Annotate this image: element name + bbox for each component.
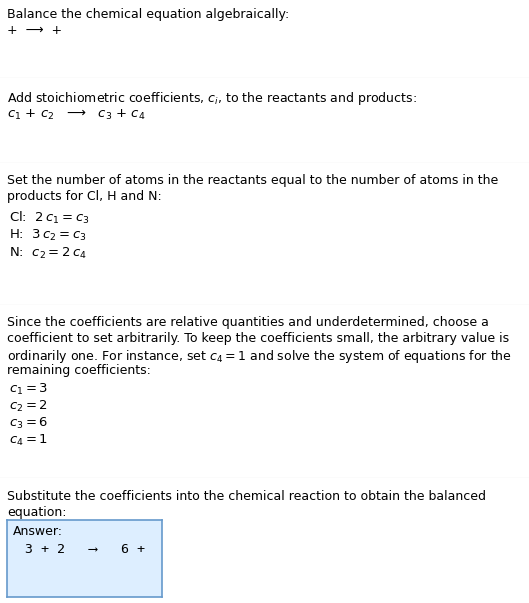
Text: ordinarily one. For instance, set $c_4 = 1$ and solve the system of equations fo: ordinarily one. For instance, set $c_4 =…: [7, 348, 512, 365]
Text: $c_1$ + $c_2$   ⟶   $c_3$ + $c_4$: $c_1$ + $c_2$ ⟶ $c_3$ + $c_4$: [7, 108, 145, 122]
Text: Add stoichiometric coefficients, $c_i$, to the reactants and products:: Add stoichiometric coefficients, $c_i$, …: [7, 90, 417, 107]
Text: equation:: equation:: [7, 506, 67, 519]
Text: $c_2 = 2$: $c_2 = 2$: [9, 399, 48, 414]
Text: $c_1 = 3$: $c_1 = 3$: [9, 382, 48, 397]
Text: 3 + 2   ⟶   6 +: 3 + 2 ⟶ 6 +: [25, 543, 145, 556]
Text: Substitute the coefficients into the chemical reaction to obtain the balanced: Substitute the coefficients into the che…: [7, 490, 486, 503]
Text: products for Cl, H and N:: products for Cl, H and N:: [7, 190, 162, 203]
Text: +  ⟶  +: + ⟶ +: [7, 24, 62, 37]
Text: Cl:  $2\,c_1 = c_3$: Cl: $2\,c_1 = c_3$: [9, 210, 89, 226]
Text: coefficient to set arbitrarily. To keep the coefficients small, the arbitrary va: coefficient to set arbitrarily. To keep …: [7, 332, 509, 345]
Text: H:  $3\,c_2 = c_3$: H: $3\,c_2 = c_3$: [9, 228, 87, 243]
Text: Set the number of atoms in the reactants equal to the number of atoms in the: Set the number of atoms in the reactants…: [7, 174, 498, 187]
Text: $c_4 = 1$: $c_4 = 1$: [9, 433, 48, 448]
Text: N:  $c_2 = 2\,c_4$: N: $c_2 = 2\,c_4$: [9, 246, 87, 261]
Text: $c_3 = 6$: $c_3 = 6$: [9, 416, 48, 431]
Text: Balance the chemical equation algebraically:: Balance the chemical equation algebraica…: [7, 8, 289, 21]
Text: Since the coefficients are relative quantities and underdetermined, choose a: Since the coefficients are relative quan…: [7, 316, 489, 329]
Text: Answer:: Answer:: [13, 525, 63, 538]
Text: remaining coefficients:: remaining coefficients:: [7, 364, 151, 377]
